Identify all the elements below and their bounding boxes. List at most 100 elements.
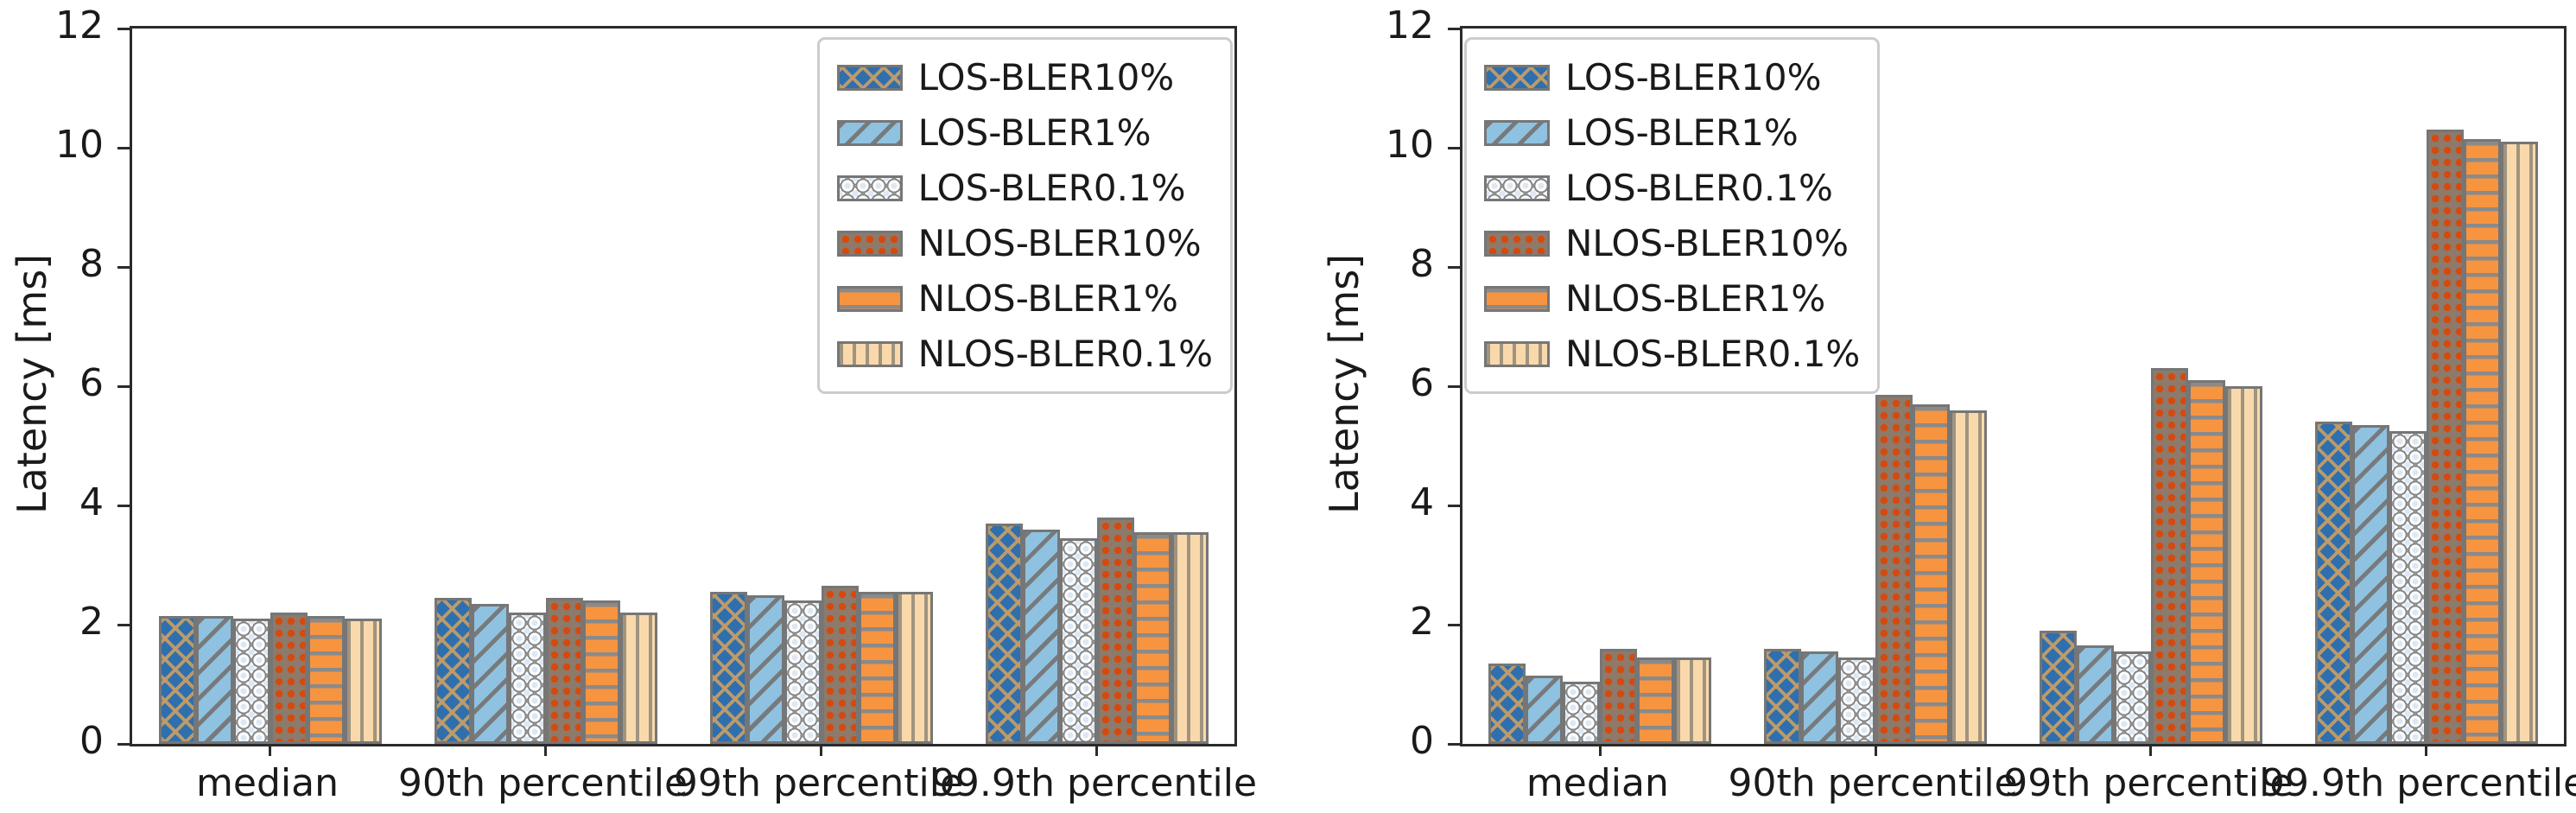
legend-label: NLOS-BLER10% — [1565, 222, 1849, 264]
y-tick-mark — [117, 504, 130, 507]
legend-item-NLOS-BLER1%: NLOS-BLER1% — [1484, 275, 1860, 322]
legend-label: LOS-BLER1% — [1565, 111, 1799, 154]
bar-LOS-BLER0.1%-99.9th percentile — [1059, 537, 1097, 744]
legend-label: NLOS-BLER0.1% — [1565, 333, 1861, 375]
bar-LOS-BLER1%-99.9th percentile — [1022, 529, 1060, 744]
bar-NLOS-BLER10%-median — [1600, 648, 1638, 744]
bar-NLOS-BLER0.1%-90th percentile — [1950, 410, 1988, 744]
bar-NLOS-BLER1%-99th percentile — [2187, 380, 2225, 744]
legend-item-NLOS-BLER0.1%: NLOS-BLER0.1% — [1484, 330, 1860, 378]
bar-NLOS-BLER10%-90th percentile — [1875, 395, 1913, 744]
y-tick-label: 12 — [1386, 3, 1434, 48]
bar-LOS-BLER1%-90th percentile — [1801, 651, 1839, 744]
legend-swatch-..-icon — [1484, 230, 1550, 257]
x-tick-mark — [1095, 744, 1098, 756]
bar-NLOS-BLER10%-99th percentile — [821, 586, 859, 744]
bar-LOS-BLER10%-median — [158, 615, 196, 744]
y-tick-label: 10 — [55, 123, 104, 167]
bar-NLOS-BLER10%-99.9th percentile — [2426, 130, 2464, 744]
legend-label: NLOS-BLER1% — [917, 277, 1178, 320]
x-tick-mark — [544, 744, 547, 756]
y-tick-mark — [117, 27, 130, 30]
x-tick-mark — [820, 744, 822, 756]
legend-swatch---icon — [836, 285, 903, 312]
legend-item-LOS-BLER10%: LOS-BLER10% — [836, 54, 1213, 101]
y-tick-label: 4 — [79, 480, 104, 524]
legend-swatch-|-icon — [1484, 340, 1550, 367]
y-tick-label: 8 — [1410, 242, 1434, 286]
legend-label: LOS-BLER10% — [1565, 56, 1822, 98]
y-tick-label: 2 — [79, 600, 104, 644]
y-tick-label: 2 — [1410, 600, 1434, 644]
legend-label: LOS-BLER1% — [917, 111, 1152, 154]
latency-chart-right: Latency [ms] 0 2 4 6 8 10 12 median 90th percenti… — [1288, 0, 2576, 813]
bar-LOS-BLER0.1%-90th percentile — [508, 613, 546, 744]
y-tick-mark — [117, 623, 130, 626]
y-tick-mark — [117, 265, 130, 269]
plot-area — [1448, 26, 2566, 756]
bar-LOS-BLER0.1%-median — [232, 619, 270, 744]
x-tick-mark — [2149, 744, 2153, 756]
y-tick-label: 6 — [1410, 361, 1434, 405]
bar-LOS-BLER10%-99.9th percentile — [985, 523, 1023, 744]
bar-LOS-BLER10%-99th percentile — [2039, 630, 2077, 744]
bar-LOS-BLER10%-90th percentile — [434, 597, 472, 744]
y-tick-mark — [1448, 623, 1460, 626]
x-tick-label: 99.9th percentile — [2261, 761, 2576, 805]
bar-NLOS-BLER10%-median — [270, 613, 308, 744]
bar-LOS-BLER1%-99th percentile — [2076, 645, 2114, 744]
latency-chart-left: Latency [ms] 0 2 4 6 8 10 12 median 90th percenti… — [9, 3, 1257, 805]
x-tick-label: 99th percentile — [2003, 761, 2294, 805]
bar-NLOS-BLER1%-90th percentile — [582, 600, 620, 744]
x-tick-label: median — [196, 761, 339, 805]
y-tick-mark — [117, 384, 130, 388]
bar-LOS-BLER10%-99th percentile — [709, 592, 747, 744]
y-tick-mark — [1448, 384, 1460, 388]
bar-NLOS-BLER0.1%-median — [1674, 657, 1712, 744]
bar-NLOS-BLER10%-99.9th percentile — [1096, 517, 1134, 744]
legend-item-LOS-BLER0.1%: LOS-BLER0.1% — [1484, 164, 1860, 212]
x-tick-label: median — [1526, 761, 1669, 805]
bar-LOS-BLER10%-99.9th percentile — [2314, 422, 2352, 744]
bar-NLOS-BLER1%-median — [1637, 657, 1675, 744]
legend-item-NLOS-BLER10%: NLOS-BLER10% — [1484, 219, 1860, 267]
bar-LOS-BLER1%-median — [1526, 675, 1564, 744]
bar-LOS-BLER0.1%-99th percentile — [784, 600, 822, 744]
bar-NLOS-BLER10%-90th percentile — [545, 597, 583, 744]
y-tick-label: 0 — [1410, 719, 1434, 763]
bar-LOS-BLER1%-99th percentile — [746, 594, 784, 744]
bar-LOS-BLER10%-90th percentile — [1764, 648, 1802, 744]
bar-NLOS-BLER0.1%-90th percentile — [619, 613, 657, 744]
x-tick-mark — [1874, 744, 1877, 756]
y-tick-mark — [1448, 265, 1460, 269]
y-tick-label: 0 — [79, 719, 104, 763]
legend-item-LOS-BLER1%: LOS-BLER1% — [1484, 109, 1860, 156]
x-tick-mark — [269, 744, 271, 756]
legend-swatch-..-icon — [836, 230, 903, 257]
legend-label: LOS-BLER0.1% — [917, 167, 1186, 209]
legend-swatch-oo-icon — [836, 175, 903, 201]
bar-LOS-BLER1%-median — [195, 615, 233, 744]
x-tick-label: 99.9th percentile — [930, 761, 1258, 805]
y-tick-label: 6 — [79, 361, 104, 405]
bar-NLOS-BLER1%-99.9th percentile — [2463, 138, 2501, 744]
legend-label: LOS-BLER10% — [917, 56, 1175, 98]
legend-item-LOS-BLER1%: LOS-BLER1% — [836, 109, 1213, 156]
bar-LOS-BLER0.1%-99.9th percentile — [2389, 430, 2427, 744]
legend-swatch-xx-icon — [1484, 64, 1550, 91]
legend: LOS-BLER10% LOS-BLER1% LOS-BLER0.1% NLOS-BL… — [816, 37, 1233, 394]
y-tick-label: 4 — [1410, 480, 1434, 524]
y-tick-mark — [117, 146, 130, 149]
legend-item-LOS-BLER0.1%: LOS-BLER0.1% — [836, 164, 1213, 212]
bar-LOS-BLER0.1%-median — [1563, 681, 1601, 744]
x-tick-label: 90th percentile — [1728, 761, 2018, 805]
legend-item-NLOS-BLER10%: NLOS-BLER10% — [836, 219, 1213, 267]
y-tick-mark — [1448, 146, 1460, 149]
bar-LOS-BLER1%-99.9th percentile — [2351, 424, 2389, 744]
legend-label: NLOS-BLER0.1% — [917, 333, 1213, 375]
legend-swatch-//-icon — [1484, 119, 1550, 146]
legend-swatch---icon — [1484, 285, 1550, 312]
bar-NLOS-BLER1%-90th percentile — [1913, 403, 1951, 744]
y-tick-mark — [117, 742, 130, 746]
legend-swatch-xx-icon — [836, 64, 903, 91]
